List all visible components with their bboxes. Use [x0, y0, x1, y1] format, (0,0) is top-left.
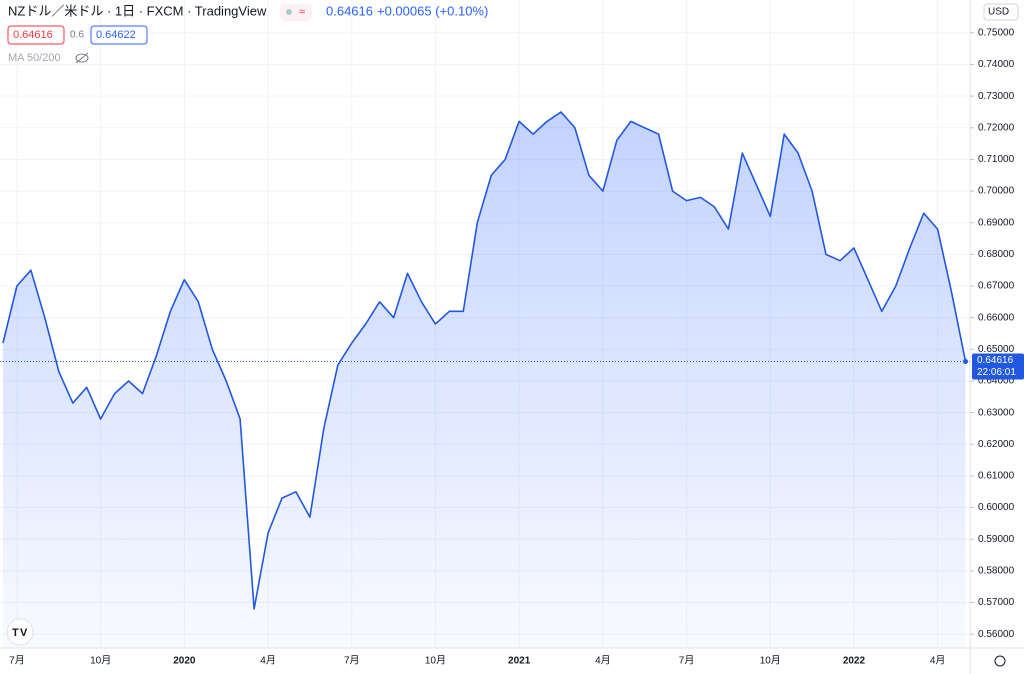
ask-box[interactable]	[90, 25, 148, 45]
price-label-box	[972, 353, 1024, 380]
x-tick-label: 10月	[760, 655, 781, 667]
x-tick-label: 4月	[930, 655, 946, 667]
area	[3, 112, 966, 648]
y-axis: 0.56000 0.57000 0.58000 0.59000 0.60000 0.610…	[970, 27, 1024, 640]
y-tick-label: 0.69000	[978, 217, 1015, 228]
bid-price[interactable]: 0.64616	[13, 29, 53, 41]
ask-price[interactable]: 0.64622	[96, 29, 136, 41]
x-tick-label: 2022	[843, 656, 866, 667]
price-label: 0.64616	[977, 355, 1014, 366]
x-tick-label: 4月	[595, 655, 611, 667]
y-tick-label: 0.59000	[978, 534, 1015, 545]
x-tick-label: 4月	[260, 655, 276, 667]
status-badge	[280, 4, 312, 21]
svg-text:T: T	[12, 627, 19, 639]
y-tick-label: 0.58000	[978, 566, 1015, 577]
y-tick-label: 0.61000	[978, 471, 1015, 482]
y-tick-label: 0.72000	[978, 122, 1015, 133]
y-tick-label: 0.63000	[978, 407, 1015, 418]
y-tick-label: 0.60000	[978, 502, 1015, 513]
spread: 0.6	[70, 30, 84, 41]
time-label: 22:06:01	[977, 367, 1016, 378]
y-tick-label: 0.64000	[978, 376, 1015, 387]
y-tick-label: 0.67000	[978, 281, 1015, 292]
y-tick-label: 0.57000	[978, 597, 1015, 608]
settings-icon[interactable]	[994, 655, 1006, 667]
symbol-title: NZドル／米ドル · 1日 · FXCM · TradingView	[8, 3, 267, 18]
bid-box[interactable]	[7, 25, 65, 45]
y-tick-label: 0.68000	[978, 249, 1015, 260]
y-tick-label: 0.74000	[978, 59, 1015, 70]
x-tick-label: 10月	[90, 655, 111, 667]
indicator: MA 50/200	[8, 52, 61, 64]
x-tick-label: 10月	[425, 655, 446, 667]
last-price: 0.64616	[326, 3, 373, 18]
status-icon: ≈	[299, 6, 305, 18]
y-tick-label: 0.65000	[978, 344, 1015, 355]
price-change: +0.00065 (+0.10%)	[377, 3, 488, 18]
x-axis: 7月 10月 2020 4月 7月 10月 2021 4月 7月 10月 2022 4月	[9, 655, 945, 667]
price-line	[2, 111, 967, 610]
x-tick-label: 7月	[9, 655, 25, 667]
last-point	[963, 358, 969, 364]
y-tick-label: 0.62000	[978, 439, 1015, 450]
y-tick-label: 0.71000	[978, 154, 1015, 165]
y-tick-label: 0.70000	[978, 186, 1015, 197]
y-tick-label: 0.56000	[978, 629, 1015, 640]
svg-text:V: V	[20, 627, 28, 639]
x-tick-label: 2020	[173, 656, 196, 667]
visibility-icon[interactable]	[75, 52, 89, 64]
y-tick-label: 0.73000	[978, 91, 1015, 102]
y-tick-label: 0.66000	[978, 312, 1015, 323]
currency-button[interactable]	[983, 3, 1019, 21]
x-tick-label: 7月	[344, 655, 360, 667]
y-tick-label: 0.75000	[978, 27, 1015, 38]
plot	[0, 111, 970, 648]
x-tick-label: 2021	[508, 656, 531, 667]
x-tick-label: 7月	[679, 655, 695, 667]
currency[interactable]: USD	[988, 7, 1009, 18]
